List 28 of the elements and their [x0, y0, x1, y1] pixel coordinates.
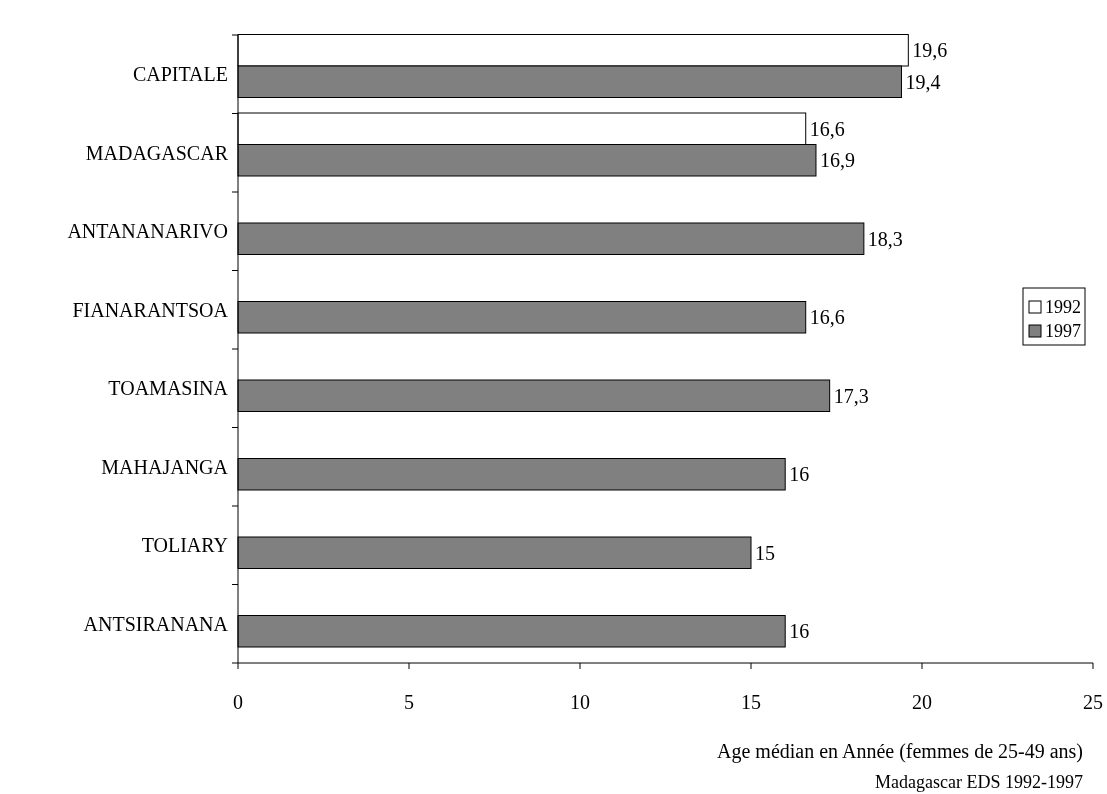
y-tick-label: ANTANANARIVO: [67, 220, 228, 243]
y-tick-label: CAPITALE: [132, 63, 228, 86]
x-tick-label: 25: [1083, 691, 1103, 713]
legend-label: 1997: [1045, 321, 1081, 341]
data-label: 18,3: [867, 227, 903, 250]
y-tick-label: MADAGASCAR: [85, 141, 229, 164]
data-label: 16,6: [809, 306, 845, 329]
y-tick-label: FIANARANTSOA: [72, 298, 229, 321]
x-tick-label: 20: [912, 691, 932, 713]
y-tick-label: ANTSIRANANA: [83, 612, 229, 635]
x-axis-title: Age médian en Année (femmes de 25-49 ans): [717, 740, 1083, 763]
data-label: 16,9: [819, 149, 855, 172]
data-label: 17,3: [833, 384, 869, 407]
x-tick-label: 5: [404, 691, 414, 713]
data-label: 19,6: [912, 39, 948, 62]
data-label: 16: [789, 463, 810, 486]
data-label: 16,6: [809, 117, 845, 140]
text: Madagascar EDS 1992-1997: [875, 772, 1083, 792]
legend-label: 1992: [1045, 297, 1081, 317]
x-tick-label: 15: [741, 691, 761, 713]
y-tick-label: MAHAJANGA: [101, 455, 229, 478]
x-tick-label: 0: [233, 691, 243, 713]
data-label: 19,4: [905, 70, 941, 93]
y-tick-label: TOLIARY: [141, 534, 228, 557]
data-label: 16: [789, 620, 810, 643]
y-tick-label: TOAMASINA: [108, 377, 229, 400]
data-label: 15: [755, 541, 775, 564]
x-tick-label: 10: [570, 691, 590, 713]
